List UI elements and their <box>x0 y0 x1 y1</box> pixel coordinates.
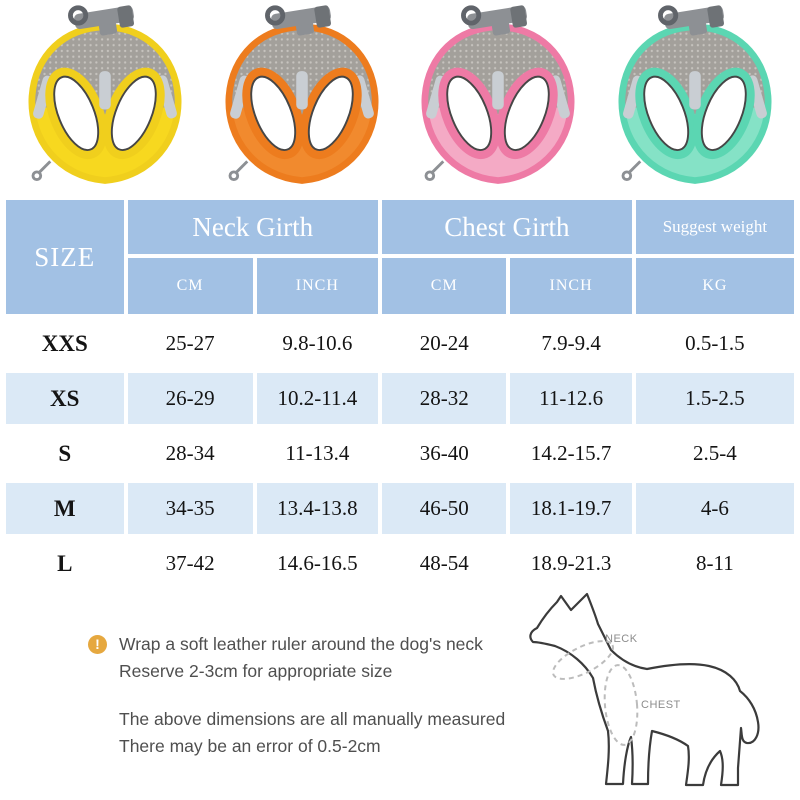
cell-neck-cm: 37-42 <box>127 538 253 589</box>
table-row-m: M 34-35 13.4-13.8 46-50 18.1-19.7 4-6 <box>6 483 794 534</box>
col-header-neck-girth: Neck Girth <box>127 200 379 254</box>
cell-weight-kg: 1.5-2.5 <box>635 373 794 424</box>
note-line: The above dimensions are all manually me… <box>119 709 506 729</box>
size-label: XXS <box>6 318 124 369</box>
chest-label: CHEST <box>641 699 681 711</box>
cell-weight-kg: 8-11 <box>635 538 794 589</box>
cell-chest-inch: 7.9-9.4 <box>510 318 632 369</box>
dog-outline <box>529 592 760 787</box>
cell-chest-cm: 36-40 <box>382 428 507 479</box>
size-chart-table: SIZE Neck Girth Chest Girth Suggest weig… <box>2 196 798 593</box>
col-header-chest-cm: CM <box>382 258 507 314</box>
measuring-notes: ! Wrap a soft leather ruler around the d… <box>88 631 528 781</box>
cell-chest-cm: 46-50 <box>382 483 507 534</box>
table-row-l: L 37-42 14.6-16.5 48-54 18.9-21.3 8-11 <box>6 538 794 589</box>
cell-neck-cm: 26-29 <box>127 373 253 424</box>
note-measure-error: The above dimensions are all manually me… <box>119 706 528 760</box>
col-header-neck-cm: CM <box>127 258 253 314</box>
col-header-chest-girth: Chest Girth <box>382 200 632 254</box>
cell-neck-inch: 14.6-16.5 <box>256 538 379 589</box>
cell-chest-cm: 20-24 <box>382 318 507 369</box>
size-label: S <box>6 428 124 479</box>
col-header-suggest-weight: Suggest weight <box>635 200 794 254</box>
harness-photos-row <box>0 2 800 194</box>
table-row-xxs: XXS 25-27 9.8-10.6 20-24 7.9-9.4 0.5-1.5 <box>6 318 794 369</box>
note-line: Reserve 2-3cm for appropriate size <box>119 661 393 681</box>
cell-chest-inch: 14.2-15.7 <box>510 428 632 479</box>
cell-weight-kg: 4-6 <box>635 483 794 534</box>
note-measure-neck: ! Wrap a soft leather ruler around the d… <box>88 631 528 685</box>
cell-neck-inch: 13.4-13.8 <box>256 483 379 534</box>
cell-chest-cm: 48-54 <box>382 538 507 589</box>
cell-neck-cm: 28-34 <box>127 428 253 479</box>
col-header-neck-inch: INCH <box>256 258 379 314</box>
harness-photo-yellow <box>14 2 196 194</box>
table-row-s: S 28-34 11-13.4 36-40 14.2-15.7 2.5-4 <box>6 428 794 479</box>
col-header-size: SIZE <box>6 200 124 314</box>
neck-label: NECK <box>605 633 638 645</box>
cell-chest-inch: 18.9-21.3 <box>510 538 632 589</box>
cell-chest-cm: 28-32 <box>382 373 507 424</box>
cell-neck-cm: 25-27 <box>127 318 253 369</box>
note-line: Wrap a soft leather ruler around the dog… <box>119 634 483 654</box>
col-header-weight-kg: KG <box>635 258 794 314</box>
dog-measurement-diagram: NECK CHEST <box>497 588 799 800</box>
harness-photo-orange <box>211 2 393 194</box>
harness-photo-pink <box>407 2 589 194</box>
cell-chest-inch: 11-12.6 <box>510 373 632 424</box>
col-header-chest-inch: INCH <box>510 258 632 314</box>
chest-measure-line <box>603 664 639 746</box>
cell-weight-kg: 2.5-4 <box>635 428 794 479</box>
cell-neck-cm: 34-35 <box>127 483 253 534</box>
note-line: There may be an error of 0.5-2cm <box>119 736 381 756</box>
cell-chest-inch: 18.1-19.7 <box>510 483 632 534</box>
exclamation-circle-icon: ! <box>88 635 107 654</box>
cell-neck-inch: 11-13.4 <box>256 428 379 479</box>
size-label: M <box>6 483 124 534</box>
cell-neck-inch: 10.2-11.4 <box>256 373 379 424</box>
size-label: L <box>6 538 124 589</box>
table-row-xs: XS 26-29 10.2-11.4 28-32 11-12.6 1.5-2.5 <box>6 373 794 424</box>
size-label: XS <box>6 373 124 424</box>
cell-neck-inch: 9.8-10.6 <box>256 318 379 369</box>
cell-weight-kg: 0.5-1.5 <box>635 318 794 369</box>
harness-photo-mint-green <box>604 2 786 194</box>
